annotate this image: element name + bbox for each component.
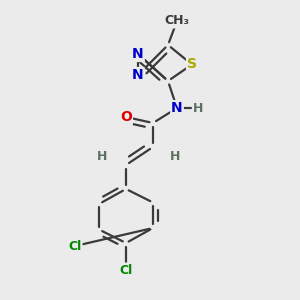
Text: H: H <box>97 149 107 163</box>
Text: S: S <box>187 58 197 71</box>
Text: CH₃: CH₃ <box>164 14 190 28</box>
Text: H: H <box>193 101 203 115</box>
Text: S: S <box>187 58 197 71</box>
Text: H: H <box>193 101 203 115</box>
Text: N: N <box>171 101 183 115</box>
Text: O: O <box>120 110 132 124</box>
Text: N: N <box>132 68 144 82</box>
Text: N: N <box>132 47 144 61</box>
Text: H: H <box>97 149 107 163</box>
Text: N: N <box>171 101 183 115</box>
Text: Cl: Cl <box>119 263 133 277</box>
Text: Cl: Cl <box>68 239 82 253</box>
Text: H: H <box>170 149 181 163</box>
Text: Cl: Cl <box>68 239 82 253</box>
Text: N: N <box>132 47 144 61</box>
Text: O: O <box>120 110 132 124</box>
Text: N: N <box>132 68 144 82</box>
Text: Cl: Cl <box>119 263 133 277</box>
Text: H: H <box>170 149 181 163</box>
Text: CH₃: CH₃ <box>164 14 190 28</box>
